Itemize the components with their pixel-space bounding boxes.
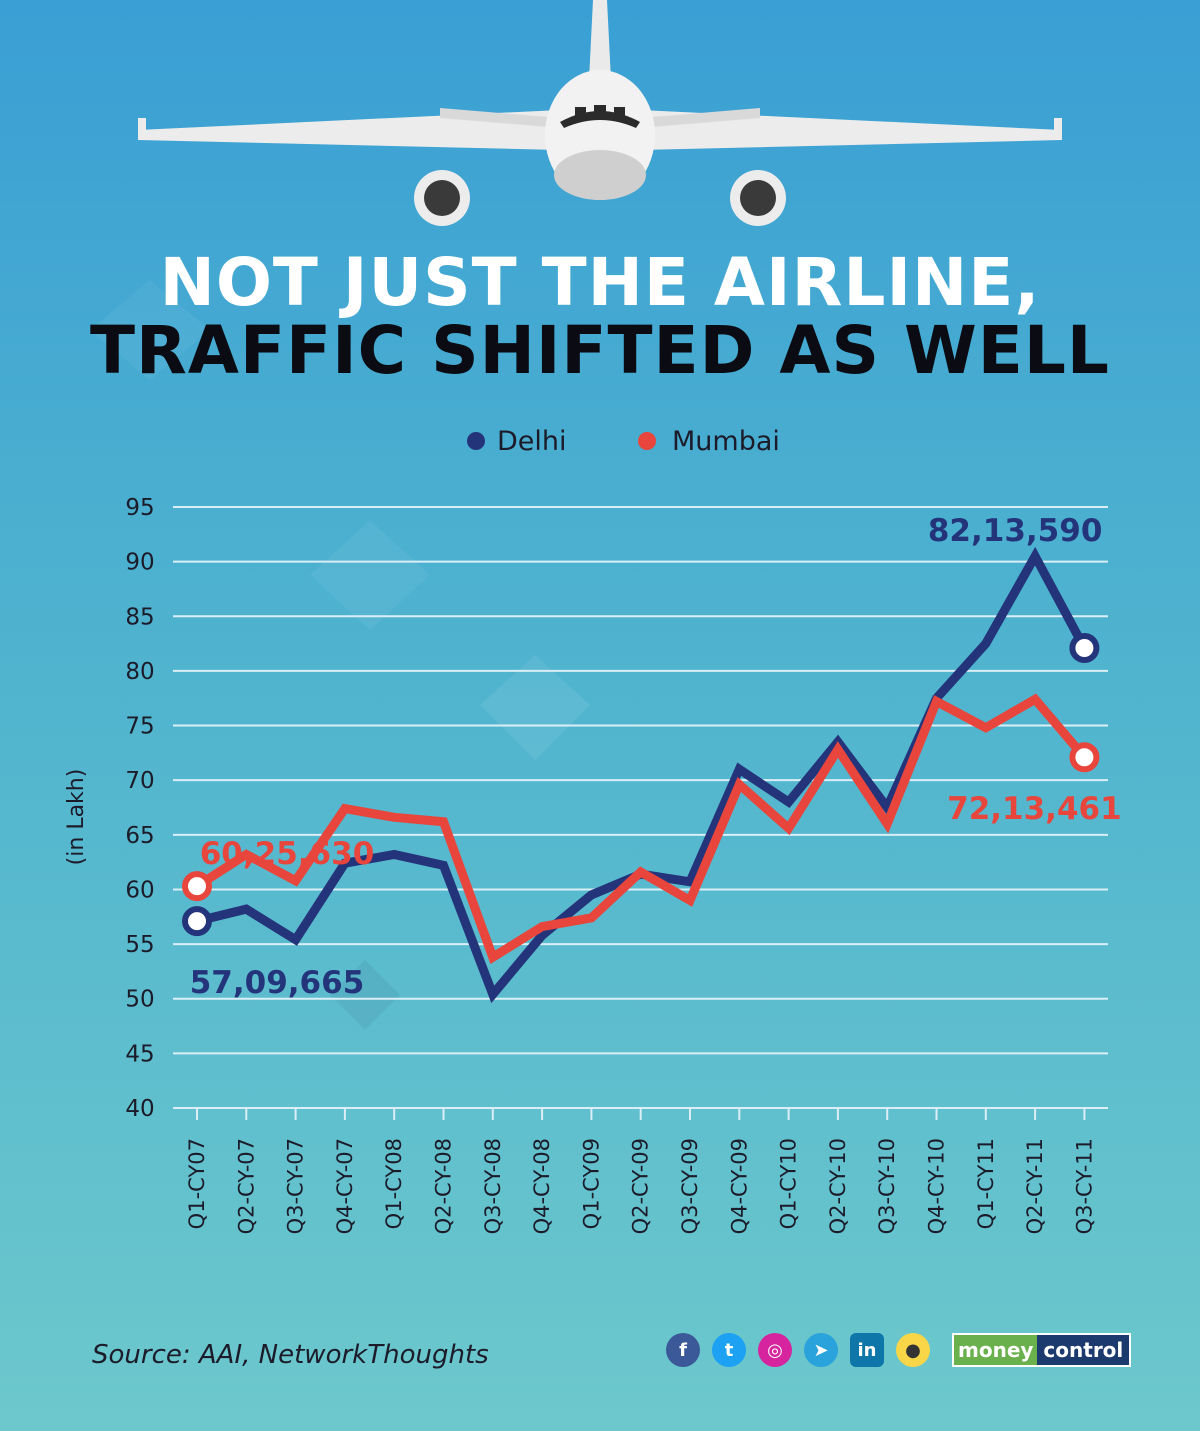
callout-mumbai: 60,25,630 bbox=[200, 836, 375, 872]
y-tick-label: 70 bbox=[125, 768, 154, 794]
legend-marker-delhi bbox=[467, 432, 485, 450]
x-tick-label: Q3-CY-11 bbox=[1072, 1138, 1096, 1234]
callout-mumbai: 72,13,461 bbox=[947, 791, 1122, 827]
endpoint-marker-mumbai bbox=[1069, 742, 1100, 773]
x-tick-label: Q1-CY10 bbox=[777, 1138, 801, 1229]
y-tick-label: 50 bbox=[125, 987, 154, 1013]
y-tick-label: 85 bbox=[125, 604, 154, 630]
legend-label-delhi: Delhi bbox=[497, 426, 567, 457]
instagram-icon[interactable]: ◎ bbox=[758, 1333, 792, 1367]
x-tick-label: Q2-CY-09 bbox=[629, 1138, 653, 1234]
y-tick-label: 65 bbox=[125, 823, 154, 849]
x-tick-label: Q4-CY-08 bbox=[530, 1138, 554, 1234]
y-axis-ticks: 40 45 50 55 60 65 70 75 80 85 90 95 bbox=[125, 495, 154, 1122]
x-tick-label: Q1-CY09 bbox=[579, 1138, 603, 1229]
y-axis-label: (in Lakh) bbox=[64, 769, 89, 866]
x-tick-label: Q2-CY-07 bbox=[234, 1138, 258, 1234]
endpoint-marker-mumbai bbox=[182, 871, 212, 902]
x-tick-label: Q1-CY07 bbox=[185, 1138, 209, 1229]
x-tick-label: Q4-CY-07 bbox=[333, 1138, 357, 1234]
y-tick-label: 55 bbox=[125, 932, 154, 958]
x-tick-label: Q3-CY-09 bbox=[678, 1138, 702, 1234]
x-tick-label: Q3-CY-10 bbox=[875, 1138, 899, 1234]
linkedin-icon[interactable]: in bbox=[850, 1333, 884, 1367]
x-tick-label: Q4-CY-10 bbox=[925, 1138, 949, 1234]
x-tick-label: Q4-CY-09 bbox=[727, 1138, 751, 1234]
series-line-delhi bbox=[195, 546, 1089, 1004]
x-tick-label: Q1-CY08 bbox=[382, 1138, 406, 1229]
x-tick-label: Q2-CY-08 bbox=[432, 1138, 456, 1234]
line-chart: Delhi Mumbai (in Lakh) 40 45 50 55 60 65 70 75 8… bbox=[64, 426, 1122, 1234]
title-line-2: TRAFFIC SHIFTED AS WELL bbox=[90, 312, 1110, 389]
title-line-1: NOT JUST THE AIRLINE, bbox=[159, 244, 1041, 321]
y-tick-label: 60 bbox=[125, 877, 154, 903]
series-line-mumbai bbox=[194, 693, 1088, 964]
y-tick-label: 90 bbox=[125, 550, 154, 576]
moneycontrol-logo: money control bbox=[952, 1333, 1132, 1367]
endpoint-marker-delhi bbox=[182, 906, 212, 937]
annotation-layer: 60,25,630 57,09,665 82,13,590 72,13,461 bbox=[190, 513, 1122, 1001]
series-layer bbox=[182, 546, 1100, 1004]
koo-icon[interactable]: ● bbox=[896, 1333, 930, 1367]
x-tick-label: Q2-CY-11 bbox=[1023, 1138, 1047, 1234]
chart-legend: Delhi Mumbai bbox=[467, 426, 780, 457]
x-tick-label: Q2-CY-10 bbox=[826, 1138, 850, 1234]
callout-delhi: 57,09,665 bbox=[190, 965, 365, 1001]
source-note: Source: AAI, NetworkThoughts bbox=[92, 1340, 489, 1370]
x-axis: Q1-CY07 Q2-CY-07 Q3-CY-07 Q4-CY-07 Q1-CY08 Q2… bbox=[185, 1108, 1096, 1234]
telegram-icon[interactable]: ➤ bbox=[804, 1333, 838, 1367]
y-tick-label: 75 bbox=[125, 714, 154, 740]
y-tick-label: 40 bbox=[125, 1096, 154, 1122]
airplane-illustration bbox=[138, 0, 1062, 226]
x-tick-label: Q3-CY-08 bbox=[481, 1138, 505, 1234]
y-tick-label: 45 bbox=[125, 1041, 154, 1067]
twitter-icon[interactable]: t bbox=[712, 1333, 746, 1367]
legend-label-mumbai: Mumbai bbox=[672, 426, 780, 457]
x-tick-label: Q1-CY11 bbox=[974, 1138, 998, 1229]
y-tick-label: 95 bbox=[125, 495, 154, 521]
facebook-icon[interactable]: f bbox=[666, 1333, 700, 1367]
legend-marker-mumbai bbox=[638, 432, 656, 450]
x-tick-label: Q3-CY-07 bbox=[284, 1138, 308, 1234]
callout-delhi: 82,13,590 bbox=[928, 513, 1103, 549]
endpoint-marker-delhi bbox=[1069, 632, 1100, 663]
social-icons: f t ◎ ➤ in ● bbox=[666, 1333, 930, 1367]
y-tick-label: 80 bbox=[125, 659, 154, 685]
